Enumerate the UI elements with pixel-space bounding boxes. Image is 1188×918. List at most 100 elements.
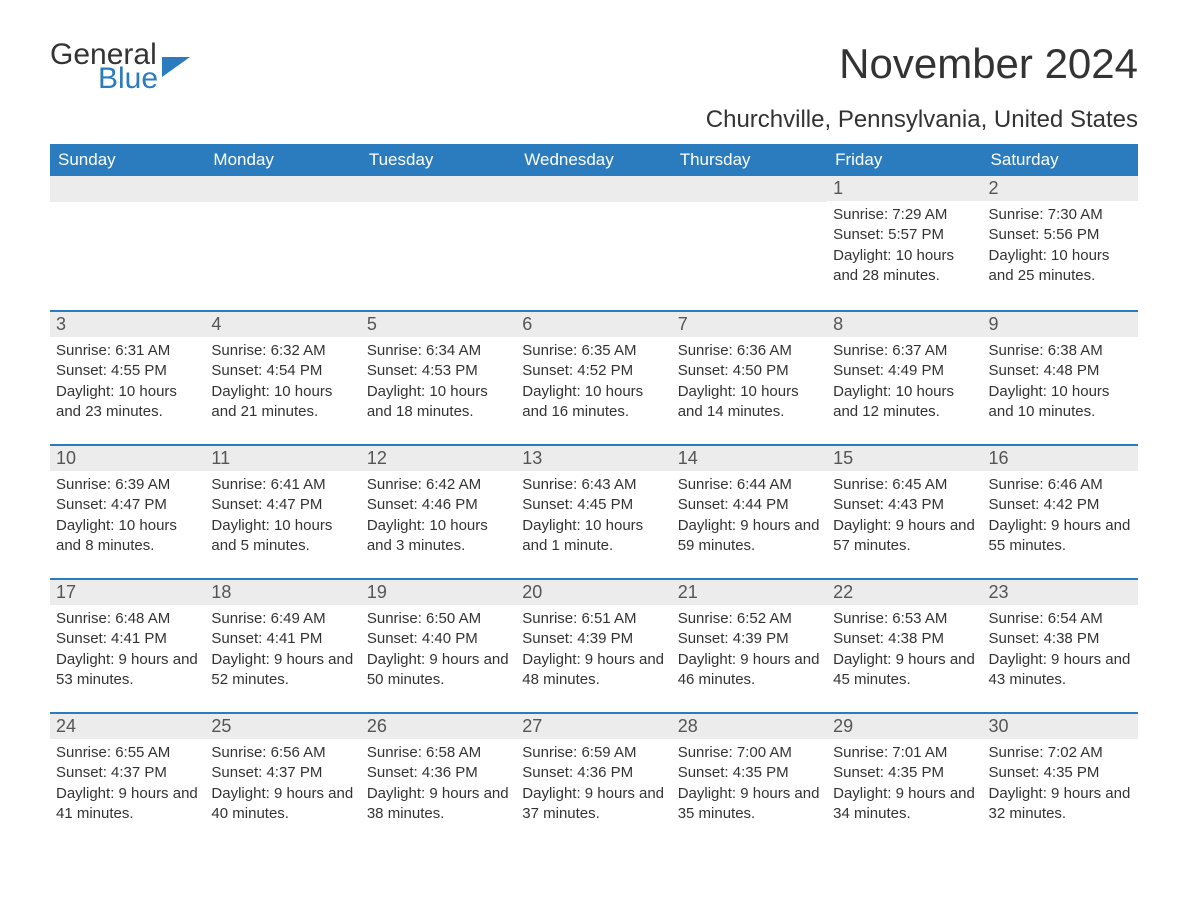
sunrise-text: Sunrise: 6:42 AM: [367, 475, 510, 495]
sunrise-text: Sunrise: 6:41 AM: [211, 475, 354, 495]
sunset-text: Sunset: 4:35 PM: [678, 763, 821, 783]
daylight-text: Daylight: 9 hours and 35 minutes.: [678, 784, 821, 825]
day-body: Sunrise: 6:50 AMSunset: 4:40 PMDaylight:…: [361, 605, 516, 694]
sunset-text: Sunset: 4:47 PM: [211, 495, 354, 515]
day-cell: 4Sunrise: 6:32 AMSunset: 4:54 PMDaylight…: [205, 312, 360, 432]
day-cell: 13Sunrise: 6:43 AMSunset: 4:45 PMDayligh…: [516, 446, 671, 566]
sunset-text: Sunset: 4:55 PM: [56, 361, 199, 381]
day-body: Sunrise: 6:34 AMSunset: 4:53 PMDaylight:…: [361, 337, 516, 426]
day-number: 11: [205, 446, 360, 471]
daylight-text: Daylight: 9 hours and 38 minutes.: [367, 784, 510, 825]
sunrise-text: Sunrise: 6:48 AM: [56, 609, 199, 629]
daylight-text: Daylight: 10 hours and 21 minutes.: [211, 382, 354, 423]
calendar-table: Sunday Monday Tuesday Wednesday Thursday…: [50, 144, 1138, 834]
daylight-text: Daylight: 10 hours and 16 minutes.: [522, 382, 665, 423]
sunrise-text: Sunrise: 6:52 AM: [678, 609, 821, 629]
day-cell: 6Sunrise: 6:35 AMSunset: 4:52 PMDaylight…: [516, 312, 671, 432]
day-cell: 14Sunrise: 6:44 AMSunset: 4:44 PMDayligh…: [672, 446, 827, 566]
daylight-text: Daylight: 10 hours and 14 minutes.: [678, 382, 821, 423]
week-row: 17Sunrise: 6:48 AMSunset: 4:41 PMDayligh…: [50, 578, 1138, 700]
day-header-sunday: Sunday: [50, 144, 205, 176]
sunrise-text: Sunrise: 6:43 AM: [522, 475, 665, 495]
logo-text-blue: Blue: [98, 64, 158, 94]
day-number: [516, 176, 671, 202]
sunset-text: Sunset: 4:49 PM: [833, 361, 976, 381]
day-body: Sunrise: 7:29 AMSunset: 5:57 PMDaylight:…: [827, 201, 982, 290]
sunrise-text: Sunrise: 7:02 AM: [989, 743, 1132, 763]
daylight-text: Daylight: 10 hours and 3 minutes.: [367, 516, 510, 557]
day-body: Sunrise: 6:38 AMSunset: 4:48 PMDaylight:…: [983, 337, 1138, 426]
day-number: 2: [983, 176, 1138, 201]
sunset-text: Sunset: 5:57 PM: [833, 225, 976, 245]
sunset-text: Sunset: 4:41 PM: [211, 629, 354, 649]
day-cell: 27Sunrise: 6:59 AMSunset: 4:36 PMDayligh…: [516, 714, 671, 834]
day-cell: 11Sunrise: 6:41 AMSunset: 4:47 PMDayligh…: [205, 446, 360, 566]
day-number: 10: [50, 446, 205, 471]
day-cell: 1Sunrise: 7:29 AMSunset: 5:57 PMDaylight…: [827, 176, 982, 298]
sunset-text: Sunset: 4:39 PM: [678, 629, 821, 649]
sunset-text: Sunset: 4:41 PM: [56, 629, 199, 649]
week-row: 3Sunrise: 6:31 AMSunset: 4:55 PMDaylight…: [50, 310, 1138, 432]
sunset-text: Sunset: 4:39 PM: [522, 629, 665, 649]
day-cell: 28Sunrise: 7:00 AMSunset: 4:35 PMDayligh…: [672, 714, 827, 834]
day-cell: 16Sunrise: 6:46 AMSunset: 4:42 PMDayligh…: [983, 446, 1138, 566]
sunset-text: Sunset: 4:44 PM: [678, 495, 821, 515]
location-subtitle: Churchville, Pennsylvania, United States: [706, 106, 1138, 134]
day-number: 16: [983, 446, 1138, 471]
day-body: Sunrise: 6:54 AMSunset: 4:38 PMDaylight:…: [983, 605, 1138, 694]
sunrise-text: Sunrise: 6:37 AM: [833, 341, 976, 361]
day-number: 21: [672, 580, 827, 605]
day-number: [672, 176, 827, 202]
daylight-text: Daylight: 10 hours and 12 minutes.: [833, 382, 976, 423]
day-cell: 20Sunrise: 6:51 AMSunset: 4:39 PMDayligh…: [516, 580, 671, 700]
day-body: Sunrise: 6:42 AMSunset: 4:46 PMDaylight:…: [361, 471, 516, 560]
daylight-text: Daylight: 9 hours and 40 minutes.: [211, 784, 354, 825]
day-number: 6: [516, 312, 671, 337]
sunrise-text: Sunrise: 6:46 AM: [989, 475, 1132, 495]
daylight-text: Daylight: 10 hours and 28 minutes.: [833, 246, 976, 287]
day-cell: 2Sunrise: 7:30 AMSunset: 5:56 PMDaylight…: [983, 176, 1138, 298]
sunrise-text: Sunrise: 6:51 AM: [522, 609, 665, 629]
day-number: 24: [50, 714, 205, 739]
day-body: Sunrise: 7:00 AMSunset: 4:35 PMDaylight:…: [672, 739, 827, 828]
month-title: November 2024: [706, 40, 1138, 88]
day-cell: 19Sunrise: 6:50 AMSunset: 4:40 PMDayligh…: [361, 580, 516, 700]
day-number: 26: [361, 714, 516, 739]
day-cell: [50, 176, 205, 298]
day-body: Sunrise: 6:32 AMSunset: 4:54 PMDaylight:…: [205, 337, 360, 426]
sunset-text: Sunset: 4:37 PM: [211, 763, 354, 783]
day-cell: 30Sunrise: 7:02 AMSunset: 4:35 PMDayligh…: [983, 714, 1138, 834]
sunrise-text: Sunrise: 7:29 AM: [833, 205, 976, 225]
logo-flag-icon: [162, 57, 190, 77]
sunrise-text: Sunrise: 7:00 AM: [678, 743, 821, 763]
day-body: Sunrise: 6:35 AMSunset: 4:52 PMDaylight:…: [516, 337, 671, 426]
daylight-text: Daylight: 10 hours and 23 minutes.: [56, 382, 199, 423]
sunrise-text: Sunrise: 6:49 AM: [211, 609, 354, 629]
day-header-friday: Friday: [827, 144, 982, 176]
day-number: 5: [361, 312, 516, 337]
day-body: Sunrise: 6:56 AMSunset: 4:37 PMDaylight:…: [205, 739, 360, 828]
sunrise-text: Sunrise: 6:38 AM: [989, 341, 1132, 361]
daylight-text: Daylight: 10 hours and 8 minutes.: [56, 516, 199, 557]
sunrise-text: Sunrise: 6:35 AM: [522, 341, 665, 361]
day-cell: 23Sunrise: 6:54 AMSunset: 4:38 PMDayligh…: [983, 580, 1138, 700]
daylight-text: Daylight: 9 hours and 48 minutes.: [522, 650, 665, 691]
day-cell: [361, 176, 516, 298]
sunset-text: Sunset: 4:43 PM: [833, 495, 976, 515]
day-cell: 12Sunrise: 6:42 AMSunset: 4:46 PMDayligh…: [361, 446, 516, 566]
sunrise-text: Sunrise: 6:59 AM: [522, 743, 665, 763]
day-header-thursday: Thursday: [672, 144, 827, 176]
daylight-text: Daylight: 9 hours and 34 minutes.: [833, 784, 976, 825]
day-cell: 25Sunrise: 6:56 AMSunset: 4:37 PMDayligh…: [205, 714, 360, 834]
sunrise-text: Sunrise: 6:58 AM: [367, 743, 510, 763]
day-body: Sunrise: 6:53 AMSunset: 4:38 PMDaylight:…: [827, 605, 982, 694]
day-body: Sunrise: 6:41 AMSunset: 4:47 PMDaylight:…: [205, 471, 360, 560]
title-block: November 2024 Churchville, Pennsylvania,…: [706, 40, 1138, 134]
day-body: Sunrise: 6:44 AMSunset: 4:44 PMDaylight:…: [672, 471, 827, 560]
day-body: Sunrise: 6:46 AMSunset: 4:42 PMDaylight:…: [983, 471, 1138, 560]
weeks-container: 1Sunrise: 7:29 AMSunset: 5:57 PMDaylight…: [50, 176, 1138, 834]
day-cell: 15Sunrise: 6:45 AMSunset: 4:43 PMDayligh…: [827, 446, 982, 566]
day-number: [361, 176, 516, 202]
day-cell: 8Sunrise: 6:37 AMSunset: 4:49 PMDaylight…: [827, 312, 982, 432]
sunset-text: Sunset: 4:40 PM: [367, 629, 510, 649]
